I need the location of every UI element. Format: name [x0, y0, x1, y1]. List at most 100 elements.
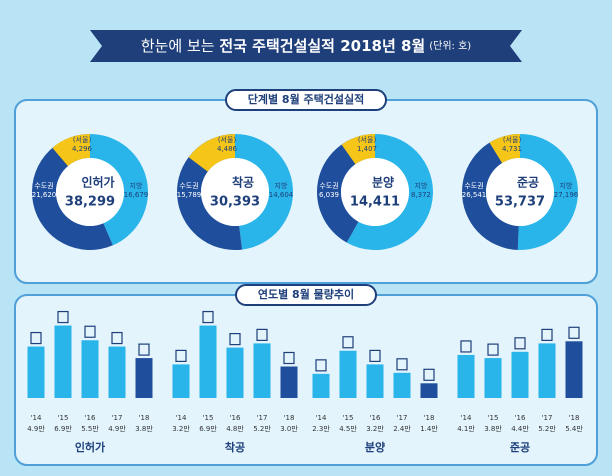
section-pill [235, 284, 377, 306]
bar-icon [315, 359, 327, 372]
segment-label: 지방 [415, 181, 428, 190]
segment-value: 4,296 [72, 145, 93, 153]
x-tick-label: '14 [316, 414, 327, 422]
value-label: 3.2만 [366, 424, 384, 433]
bar [54, 325, 72, 398]
bar [312, 373, 330, 398]
segment-label: 수도권 [464, 182, 483, 190]
x-tick-label: '15 [488, 414, 499, 422]
x-tick-label: '16 [230, 414, 241, 422]
bar [484, 358, 502, 398]
x-tick-label: '17 [542, 414, 553, 422]
x-tick-label: '18 [284, 414, 295, 422]
segment-label: (서울) [503, 135, 522, 144]
x-tick-label: '16 [515, 414, 526, 422]
value-label: 3.8만 [135, 424, 153, 433]
pie-total: 53,737 [495, 195, 545, 210]
bar-icon [229, 333, 241, 346]
bar-icon [460, 340, 472, 353]
segment-value: 4,486 [217, 145, 238, 153]
bar-icon [30, 331, 42, 345]
donut-segment [462, 134, 520, 250]
title-ribbon [90, 30, 522, 62]
x-tick-label: '15 [343, 414, 354, 422]
donut-hole [486, 158, 554, 226]
segment-value: 6,039 [319, 191, 339, 199]
bar [565, 341, 583, 398]
segment-value: 4,731 [502, 145, 522, 153]
value-label: 4.5만 [339, 424, 357, 433]
title-lead: 한눈에 보는 [141, 37, 220, 55]
chart-title: 분양 [365, 440, 385, 454]
bar [199, 325, 217, 398]
donut-segment [31, 134, 113, 251]
segment-value: 21,620 [32, 191, 57, 199]
pie-title: 분양 [372, 175, 394, 190]
x-tick-label: '18 [424, 414, 435, 422]
bar [339, 350, 357, 398]
bar-icon [202, 310, 214, 324]
x-tick-label: '16 [85, 414, 96, 422]
segment-label: (서울) [73, 135, 92, 144]
pie-title: 인허가 [81, 175, 114, 190]
x-tick-label: '18 [139, 414, 150, 422]
bar-icon [256, 328, 268, 341]
pie-title: 준공 [517, 176, 539, 190]
segment-value: 27,196 [554, 191, 579, 199]
value-label: 6.9만 [54, 424, 72, 433]
chart-title: 착공 [225, 440, 245, 454]
donut-segment [341, 134, 375, 165]
bar-icon [514, 337, 526, 350]
value-label: 4.8만 [226, 424, 244, 433]
bar-icon [84, 325, 96, 338]
bar-icon [423, 368, 435, 381]
x-tick-label: '15 [203, 414, 214, 422]
bar [81, 340, 99, 398]
bar-icon [487, 343, 499, 356]
title-unit: (단위: 호) [429, 39, 471, 52]
donut-segment [489, 134, 520, 164]
bar-icon [568, 326, 580, 339]
value-label: 4.9만 [108, 424, 126, 433]
bar-icon [138, 343, 150, 356]
segment-label: (서울) [218, 135, 237, 144]
segment-label: (서울) [358, 135, 377, 144]
value-label: 5.2만 [253, 424, 271, 433]
donut-segment [188, 134, 235, 172]
donut-segment [346, 134, 433, 251]
x-tick-label: '17 [112, 414, 123, 422]
segment-value: 16,679 [124, 191, 149, 199]
x-tick-label: '14 [176, 414, 187, 422]
pie-total: 14,411 [350, 195, 400, 210]
section-pill [225, 89, 387, 111]
donut-segment [90, 134, 148, 246]
chart-title: 준공 [510, 441, 530, 454]
donut-hole [341, 158, 409, 226]
value-label: 3.2만 [172, 424, 190, 433]
pie-total: 30,393 [210, 195, 260, 210]
x-tick-label: '18 [569, 414, 580, 422]
value-label: 5.2만 [538, 424, 556, 433]
segment-label: 수도권 [319, 182, 338, 190]
donut-segment [52, 134, 90, 167]
chart-title: 인허가 [75, 440, 105, 454]
bar [393, 372, 411, 398]
bar [280, 366, 298, 398]
bar [172, 364, 190, 398]
value-label: 3.0만 [280, 424, 298, 433]
x-tick-label: '14 [31, 414, 42, 422]
value-label: 1.4만 [420, 424, 438, 433]
segment-value: 15,789 [177, 191, 202, 199]
bar-icon [541, 328, 553, 341]
bar [511, 351, 529, 398]
value-label: 6.9만 [199, 424, 217, 433]
bar [108, 346, 126, 398]
x-tick-label: '15 [58, 414, 69, 422]
bar-icon [111, 331, 123, 345]
value-label: 5.5만 [81, 424, 99, 433]
bar-icon [396, 358, 408, 371]
bar [226, 347, 244, 398]
x-tick-label: '17 [257, 414, 268, 422]
segment-value: 26,541 [462, 191, 487, 199]
